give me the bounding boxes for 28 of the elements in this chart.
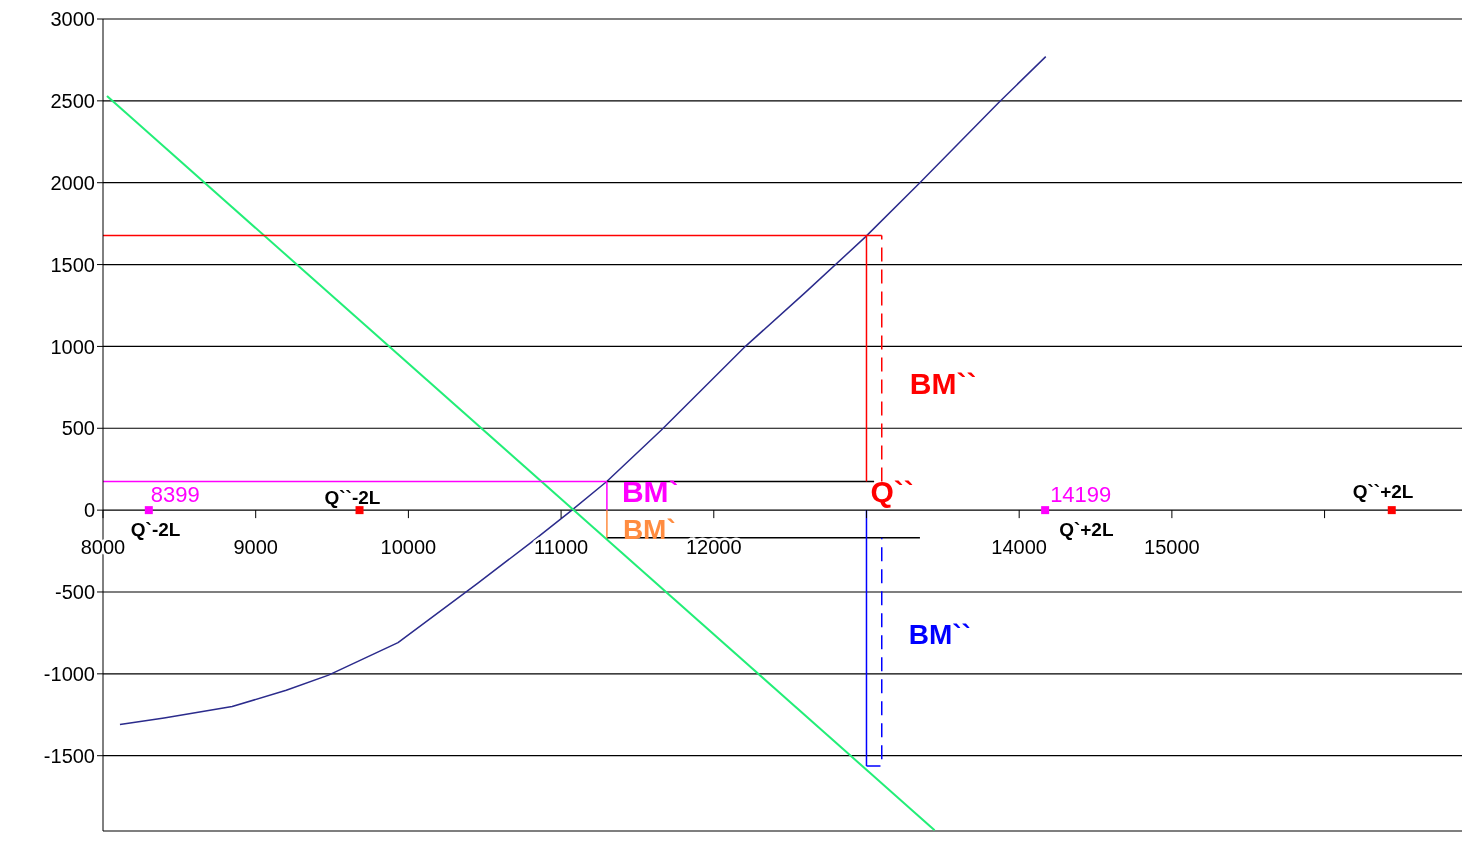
annotation: Q`+2L <box>1059 518 1114 540</box>
y-tick-label: -500 <box>54 581 95 604</box>
y-tick-label: 2000 <box>50 171 95 194</box>
x-tick-label: 9000 <box>233 536 278 559</box>
y-tick-label: 0 <box>83 499 95 522</box>
x-tick-label: 8000 <box>80 536 126 559</box>
y-tick-label: 3000 <box>50 8 95 31</box>
y-tick-label: 500 <box>61 417 95 440</box>
y-tick-label: -1500 <box>43 744 95 767</box>
annotation: Q``+2L <box>1352 480 1414 502</box>
x-tick-label: 10000 <box>380 536 437 559</box>
annotation: BM` <box>622 513 676 545</box>
x-tick-label: 12000 <box>685 536 742 559</box>
x-tick-label: 14000 <box>991 536 1047 559</box>
annotation: Q`-2L <box>130 518 181 540</box>
annotation: BM`` <box>909 367 977 401</box>
annotation: BM` <box>621 475 679 509</box>
y-tick-label: 2500 <box>50 89 95 112</box>
y-tick-label: -1000 <box>43 662 95 685</box>
annotation: BM`` <box>908 619 971 651</box>
y-tick-label: 1500 <box>50 253 95 276</box>
annotation: 14199 <box>1050 481 1112 507</box>
annotation: Q`` <box>870 474 914 508</box>
y-tick-label: 1000 <box>50 335 95 358</box>
annotation: Q``-2L <box>324 486 381 508</box>
x-tick-label: 11000 <box>534 536 589 559</box>
annotation: 8399 <box>150 481 200 507</box>
x-tick-label: 15000 <box>1144 536 1200 559</box>
